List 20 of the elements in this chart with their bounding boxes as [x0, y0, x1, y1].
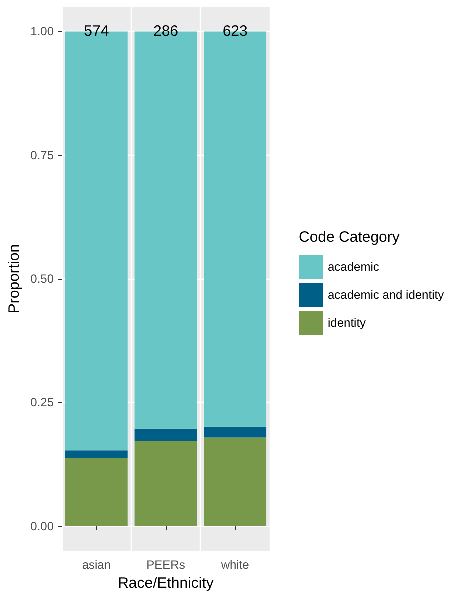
x-tick-label: white	[220, 558, 250, 572]
legend-label: identity	[328, 316, 366, 330]
bar	[134, 441, 198, 526]
bar	[204, 438, 267, 526]
bar	[204, 426, 267, 438]
y-tick-label: 0.00	[30, 519, 54, 534]
legend-label: academic	[328, 260, 380, 274]
y-tick-label: 0.25	[30, 396, 54, 410]
y-tick-label: 0.75	[30, 148, 54, 162]
y-tick-label: 0.50	[30, 272, 54, 286]
bar	[134, 428, 198, 442]
legend-title: Code Category	[299, 229, 400, 246]
x-tick-label: asian	[82, 558, 112, 572]
bar	[65, 450, 128, 459]
y-tick-label: 1.00	[30, 24, 54, 39]
legend-label: academic and identity	[328, 288, 444, 302]
y-axis-title: Proportion	[6, 244, 23, 314]
bar	[65, 458, 128, 526]
x-tick-label: PEERs	[146, 558, 186, 572]
x-axis-title: Race/Ethnicity	[118, 574, 214, 592]
